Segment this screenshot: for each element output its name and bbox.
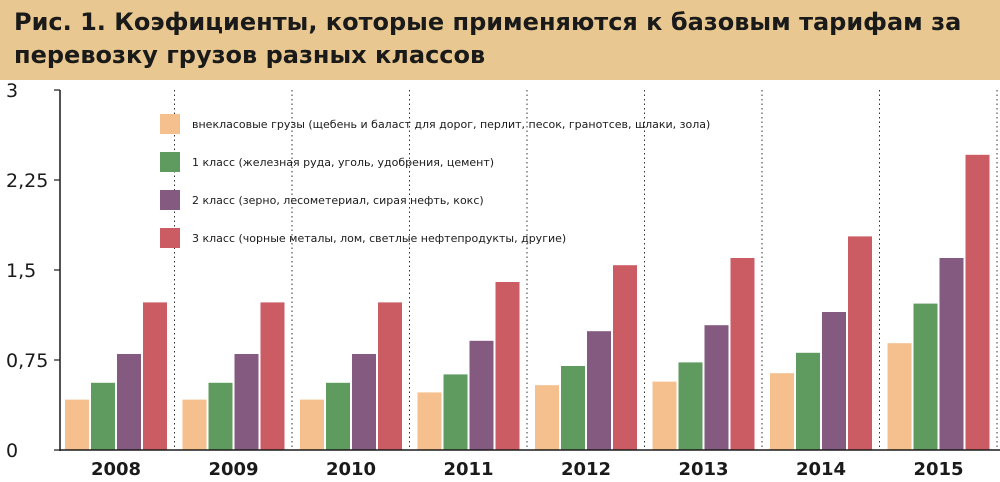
legend-swatch bbox=[160, 152, 180, 172]
x-tick-label: 2014 bbox=[796, 459, 846, 480]
bar bbox=[848, 236, 872, 450]
bar bbox=[561, 366, 585, 450]
bar bbox=[300, 399, 324, 450]
legend-label: 1 класс (железная руда, уголь, удобрения… bbox=[192, 156, 494, 169]
bar bbox=[117, 354, 141, 450]
bar bbox=[378, 302, 402, 450]
legend-swatch bbox=[160, 114, 180, 134]
bar bbox=[443, 374, 468, 450]
y-tick-label: 3 bbox=[6, 80, 18, 102]
bar bbox=[587, 331, 611, 450]
bar bbox=[939, 258, 964, 450]
bar bbox=[965, 154, 990, 451]
bar bbox=[613, 265, 637, 450]
bar bbox=[91, 382, 115, 450]
bar bbox=[730, 258, 755, 450]
y-tick-label: 1,5 bbox=[6, 260, 36, 282]
bar bbox=[352, 354, 376, 450]
bar bbox=[65, 399, 89, 450]
x-tick-label: 2012 bbox=[561, 459, 611, 480]
bar bbox=[260, 302, 285, 450]
x-tick-label: 2015 bbox=[913, 459, 963, 480]
legend-label: 2 класс (зерно, лесометериал, сирая нефт… bbox=[192, 194, 484, 207]
bar bbox=[234, 354, 259, 450]
grid-lines bbox=[174, 90, 998, 450]
bar bbox=[887, 343, 912, 450]
bar bbox=[652, 381, 677, 450]
bar bbox=[678, 362, 703, 450]
y-tick-label: 2,25 bbox=[6, 170, 48, 192]
bar bbox=[535, 385, 559, 450]
y-tick-label: 0 bbox=[6, 440, 18, 462]
bar bbox=[822, 312, 846, 450]
bar bbox=[326, 382, 350, 450]
x-tick-label: 2009 bbox=[208, 459, 258, 480]
bar bbox=[208, 382, 233, 450]
bar bbox=[796, 352, 820, 450]
legend-swatch bbox=[160, 228, 180, 248]
legend-label: внекласовые грузы (щебень и баласт для д… bbox=[192, 118, 710, 131]
x-tick-label: 2008 bbox=[91, 459, 141, 480]
legend-label: 3 класс (чорные металы, лом, светлые неф… bbox=[192, 232, 566, 245]
bar bbox=[704, 325, 729, 450]
x-tick-label: 2013 bbox=[678, 459, 728, 480]
bar bbox=[770, 373, 794, 450]
legend-swatch bbox=[160, 190, 180, 210]
y-tick-label: 0,75 bbox=[6, 350, 48, 372]
bars bbox=[65, 154, 990, 451]
x-tick-label: 2010 bbox=[326, 459, 376, 480]
x-tick-label: 2011 bbox=[443, 459, 493, 480]
bar bbox=[495, 282, 520, 450]
bar bbox=[143, 302, 167, 450]
bar bbox=[913, 303, 938, 450]
legend: внекласовые грузы (щебень и баласт для д… bbox=[160, 114, 710, 248]
chart-title: Рис. 1. Коэфициенты, которые применяются… bbox=[14, 8, 962, 69]
bar-chart: 0 0,75 1,5 2,25 3 2008 2009 2010 2011 2012 2013 201… bbox=[6, 80, 1000, 480]
bar bbox=[469, 340, 494, 450]
chart-header: Рис. 1. Коэфициенты, которые применяются… bbox=[0, 0, 1000, 80]
bar bbox=[417, 392, 442, 450]
bar bbox=[182, 399, 207, 450]
axes: 0 0,75 1,5 2,25 3 2008 2009 2010 2011 2012 2013 201… bbox=[6, 80, 1000, 480]
